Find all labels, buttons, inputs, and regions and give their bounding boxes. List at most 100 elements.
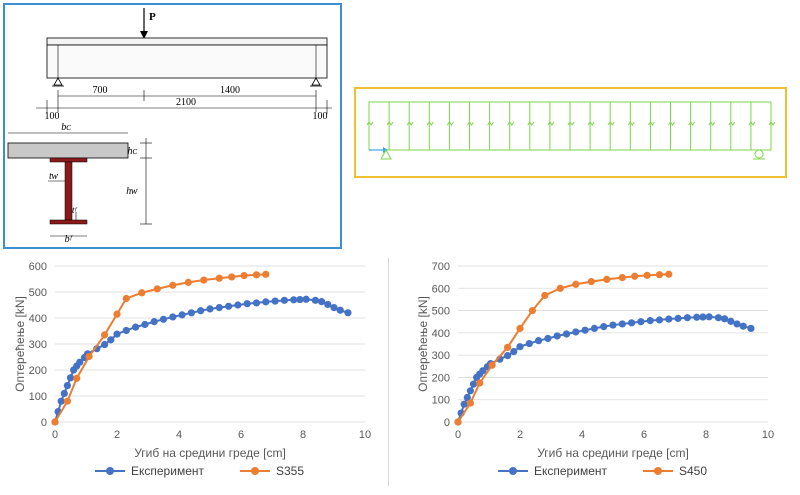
fem-spring-icon	[627, 121, 635, 126]
dim-700: 700	[93, 85, 108, 96]
data-point	[479, 367, 487, 375]
fem-spring-icon	[507, 121, 515, 126]
data-point	[107, 336, 115, 344]
data-point	[587, 278, 595, 286]
data-point	[646, 317, 654, 325]
x-axis-label: Угиб на средини греде [cm]	[134, 446, 286, 460]
x-tick-label: 2	[114, 429, 120, 441]
fem-spring-icon	[688, 121, 696, 126]
data-point	[665, 315, 673, 323]
data-point	[562, 330, 571, 338]
data-point	[169, 313, 177, 321]
x-tick-label: 10	[762, 429, 774, 441]
data-point	[159, 315, 168, 323]
data-point	[553, 332, 561, 340]
load-arrowhead	[140, 31, 148, 39]
data-point	[618, 320, 626, 328]
data-point	[510, 347, 518, 356]
data-point	[655, 271, 664, 279]
legend-marker	[654, 467, 662, 475]
data-point	[197, 307, 205, 315]
y-tick-label: 300	[29, 339, 47, 351]
y-tick-label: 0	[444, 417, 450, 429]
data-point	[705, 313, 713, 321]
load-label: P	[149, 11, 156, 23]
data-point	[336, 306, 344, 314]
fem-spring-icon	[366, 121, 374, 126]
data-point	[525, 339, 533, 348]
data-point	[113, 330, 121, 338]
data-point	[488, 361, 496, 369]
data-point	[225, 302, 233, 310]
left-support	[53, 77, 63, 86]
x-tick-label: 8	[300, 429, 306, 441]
y-axis-label: Оптерећење [kN]	[416, 296, 430, 392]
bottom-flange	[49, 219, 88, 225]
y-tick-label: 200	[29, 365, 47, 377]
fem-spring-icon	[587, 121, 595, 126]
data-point	[51, 418, 59, 426]
x-tick-label: 8	[703, 429, 709, 441]
data-point	[460, 400, 468, 408]
data-point	[572, 328, 580, 336]
fem-spring-icon	[567, 121, 575, 126]
legend-label: S450	[679, 464, 707, 478]
data-point	[153, 285, 161, 293]
fem-spring-icon	[708, 121, 716, 126]
concrete-slab	[7, 142, 129, 159]
fem-spring-icon	[527, 121, 535, 126]
data-point	[243, 300, 251, 308]
legend-label: S355	[276, 464, 304, 478]
data-point	[330, 304, 338, 312]
data-point	[637, 318, 645, 326]
data-point	[318, 298, 326, 306]
label-hw: hᴡ	[126, 186, 138, 197]
x-axis-label: Угиб на средини греде [cm]	[537, 446, 689, 460]
data-point	[516, 343, 524, 351]
label-tw: tᴡ	[49, 171, 59, 182]
x-tick-label: 6	[238, 429, 244, 441]
data-point	[132, 323, 140, 331]
data-point	[324, 300, 332, 309]
data-point	[85, 352, 93, 361]
data-point	[184, 278, 192, 286]
fem-spring-icon	[728, 121, 736, 126]
fem-spring-icon	[467, 121, 474, 126]
data-point	[187, 309, 195, 317]
label-bf: bᶠ	[65, 234, 74, 245]
data-point	[63, 382, 71, 390]
data-point	[535, 337, 543, 345]
fem-spring-icon	[487, 121, 495, 126]
x-tick-label: 0	[455, 429, 461, 441]
data-point	[63, 397, 71, 405]
y-tick-label: 500	[432, 306, 450, 318]
data-point	[252, 299, 261, 307]
fem-model	[366, 101, 776, 160]
legend-label: Експеримент	[534, 464, 607, 478]
data-point	[674, 314, 682, 322]
data-point	[504, 343, 512, 351]
data-point	[290, 296, 298, 304]
data-point	[683, 314, 691, 322]
data-point	[76, 358, 84, 366]
y-tick-label: 700	[432, 261, 450, 273]
y-tick-label: 400	[432, 328, 450, 340]
data-point	[618, 273, 626, 282]
y-tick-label: 600	[29, 261, 47, 273]
data-point	[280, 296, 288, 304]
data-point	[727, 317, 735, 325]
fem-spring-icon	[386, 121, 394, 126]
data-point	[556, 284, 564, 292]
x-tick-label: 0	[52, 429, 58, 441]
data-point	[628, 319, 636, 327]
dim-100-right: 100	[313, 111, 328, 122]
y-tick-label: 300	[432, 350, 450, 362]
data-point	[262, 270, 270, 278]
data-point	[252, 271, 261, 279]
legend-label: Експеримент	[131, 464, 204, 478]
y-tick-label: 500	[29, 287, 47, 299]
steel-web	[64, 161, 73, 221]
data-point	[693, 313, 701, 321]
data-point	[141, 320, 149, 329]
data-point	[572, 280, 580, 288]
